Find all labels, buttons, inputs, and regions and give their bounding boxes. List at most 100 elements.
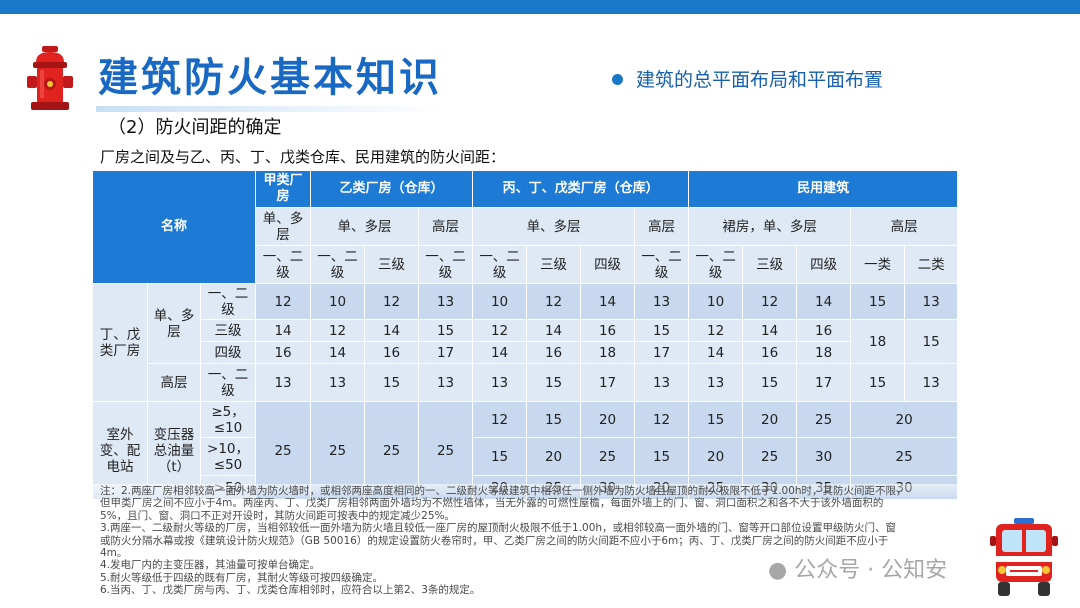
value-cell: 20 bbox=[580, 401, 636, 438]
value-cell: 16 bbox=[580, 319, 636, 342]
grade-cell: 四级 bbox=[796, 245, 852, 284]
row-grade: 一、二级 bbox=[199, 363, 257, 402]
bing-multi: 单、多层 bbox=[472, 207, 636, 246]
table-row: 室外变、配电站 变压器总油量（t） ≥5，≤10 25 25 25 25 12 … bbox=[92, 401, 959, 500]
grade-cell: 三级 bbox=[364, 245, 420, 284]
value-cell: 20 bbox=[688, 437, 744, 476]
name-header: 名称 bbox=[91, 170, 257, 284]
subtitle: （2）防火间距的确定 bbox=[108, 117, 282, 138]
value-cell: 13 bbox=[255, 363, 312, 402]
value-cell: 15 bbox=[364, 363, 420, 402]
value-cell-merged: 25 bbox=[418, 401, 474, 500]
value-cell: 15 bbox=[526, 401, 582, 438]
value-cell: 14 bbox=[364, 319, 420, 342]
note-line: 或防火分隔水幕或按《建筑设计防火规范》（GB 50016）的规定设置防火卷帘时，… bbox=[100, 534, 889, 547]
row-grade: 一、二级 bbox=[199, 283, 257, 320]
value-cell: 16 bbox=[742, 341, 798, 364]
fire-distance-table: 名称 甲类厂房 乙类厂房（仓库） 丙、丁、戊类厂房（仓库） 民用建筑 单、多层 … bbox=[91, 170, 959, 500]
value-cell-merged: 15 bbox=[904, 319, 959, 364]
value-cell: 13 bbox=[904, 363, 959, 402]
wechat-icon: ● bbox=[768, 558, 788, 583]
table-fade-overlay bbox=[92, 484, 958, 500]
value-cell: 14 bbox=[796, 283, 852, 320]
table-row: 丁、戊类厂房 单、多层 一、二级 12 10 12 13 10 12 14 13… bbox=[92, 283, 959, 402]
note-line: 5.耐火等级低于四级的既有厂房，其耐火等级可按四级确定。 bbox=[100, 571, 384, 584]
value-cell: 20 bbox=[742, 401, 798, 438]
section-bullet bbox=[612, 74, 623, 85]
table-row: 高层 一、二级 13 13 15 13 13 15 17 13 13 15 17… bbox=[93, 363, 959, 402]
value-cell: 30 bbox=[796, 437, 852, 476]
yi-high: 高层 bbox=[418, 207, 474, 246]
grade-cell: 一、二级 bbox=[255, 245, 312, 284]
value-cell: 14 bbox=[526, 319, 582, 342]
table-row: 四级 16 14 16 17 14 16 18 17 14 16 18 bbox=[93, 341, 958, 364]
grade-cell: 一、二级 bbox=[418, 245, 474, 284]
value-cell: 15 bbox=[688, 401, 744, 438]
header-row-1: 名称 甲类厂房 乙类厂房（仓库） 丙、丁、戊类厂房（仓库） 民用建筑 bbox=[91, 170, 959, 284]
value-cell: 16 bbox=[796, 319, 852, 342]
class-cell: 二类 bbox=[904, 245, 959, 284]
section-label: 建筑的总平面布局和平面布置 bbox=[636, 69, 884, 91]
value-cell: 15 bbox=[850, 283, 906, 320]
value-cell: 14 bbox=[310, 341, 366, 364]
value-cell-merged: 20 bbox=[850, 401, 959, 438]
value-cell-merged: 25 bbox=[364, 401, 420, 500]
value-cell: 16 bbox=[255, 341, 312, 364]
top-accent-bar bbox=[0, 0, 1080, 14]
row-sub-transformer: 变压器总油量（t） bbox=[147, 401, 201, 500]
fire-truck-icon bbox=[990, 518, 1058, 596]
class-cell: 一类 bbox=[850, 245, 906, 284]
page-title: 建筑防火基本知识 bbox=[98, 55, 442, 101]
min-high: 高层 bbox=[850, 207, 959, 246]
value-cell: 13 bbox=[904, 283, 959, 320]
grade-cell: 三级 bbox=[526, 245, 582, 284]
note-line: 5%，且门、窗、洞口不正对开设时，其防火间距可按表中的规定减少25%。 bbox=[100, 509, 455, 522]
grade-cell: 一、二级 bbox=[688, 245, 744, 284]
note-line: 但甲类厂房之间不应小于4m。两座丙、丁、戊类厂房相邻两面外墙均为不燃性墙体，当无… bbox=[100, 497, 884, 510]
row-grade: 四级 bbox=[199, 341, 257, 364]
value-cell: 25 bbox=[796, 401, 852, 438]
value-cell: 15 bbox=[850, 363, 906, 402]
value-cell: 12 bbox=[742, 283, 798, 320]
value-cell: 12 bbox=[688, 319, 744, 342]
value-cell: 16 bbox=[364, 341, 420, 364]
value-cell: 13 bbox=[310, 363, 366, 402]
value-cell: 15 bbox=[634, 437, 690, 476]
watermark-text: 公众号 · 公知安 bbox=[794, 558, 948, 583]
value-cell: 12 bbox=[472, 401, 528, 438]
value-cell: 12 bbox=[310, 319, 366, 342]
header-min: 民用建筑 bbox=[688, 170, 959, 208]
value-cell: 13 bbox=[418, 283, 474, 320]
value-cell: 14 bbox=[742, 319, 798, 342]
grade-cell: 四级 bbox=[580, 245, 636, 284]
value-cell: 18 bbox=[580, 341, 636, 364]
value-cell: 15 bbox=[742, 363, 798, 402]
row-sub-multi: 单、多层 bbox=[147, 283, 201, 364]
min-podium: 裙房，单、多层 bbox=[688, 207, 852, 246]
value-cell: 25 bbox=[742, 437, 798, 476]
row-oil: ≥5，≤10 bbox=[199, 401, 257, 438]
note-line: 4m。 bbox=[100, 547, 128, 560]
value-cell: 10 bbox=[310, 283, 366, 320]
fire-hydrant-icon bbox=[27, 46, 73, 110]
value-cell: 17 bbox=[634, 341, 690, 364]
row-sub-high: 高层 bbox=[147, 363, 201, 402]
value-cell: 15 bbox=[472, 437, 528, 476]
note-line: 3.两座一、二级耐火等级的厂房，当相邻较低一面外墙为防火墙且较低一座厂房的屋顶耐… bbox=[100, 522, 897, 535]
value-cell: 17 bbox=[796, 363, 852, 402]
value-cell: 14 bbox=[472, 341, 528, 364]
value-cell-merged: 18 bbox=[850, 319, 906, 364]
title-underline bbox=[96, 106, 446, 112]
grade-cell: 三级 bbox=[742, 245, 798, 284]
value-cell: 25 bbox=[580, 437, 636, 476]
bing-high: 高层 bbox=[634, 207, 690, 246]
value-cell: 14 bbox=[580, 283, 636, 320]
note-line: 注：2.两座厂房相邻较高一面外墙为防火墙时，或相邻两座高度相同的一、二级耐火等级… bbox=[100, 485, 907, 497]
table-caption: 厂房之间及与乙、丙、丁、戊类仓库、民用建筑的防火间距： bbox=[100, 148, 506, 166]
value-cell: 12 bbox=[472, 319, 528, 342]
value-cell: 15 bbox=[634, 319, 690, 342]
value-cell: 15 bbox=[526, 363, 582, 402]
row-grade: 三级 bbox=[199, 319, 257, 342]
value-cell: 13 bbox=[688, 363, 744, 402]
table-row: >10，≤50 15 20 25 15 20 25 30 25 bbox=[93, 437, 959, 476]
